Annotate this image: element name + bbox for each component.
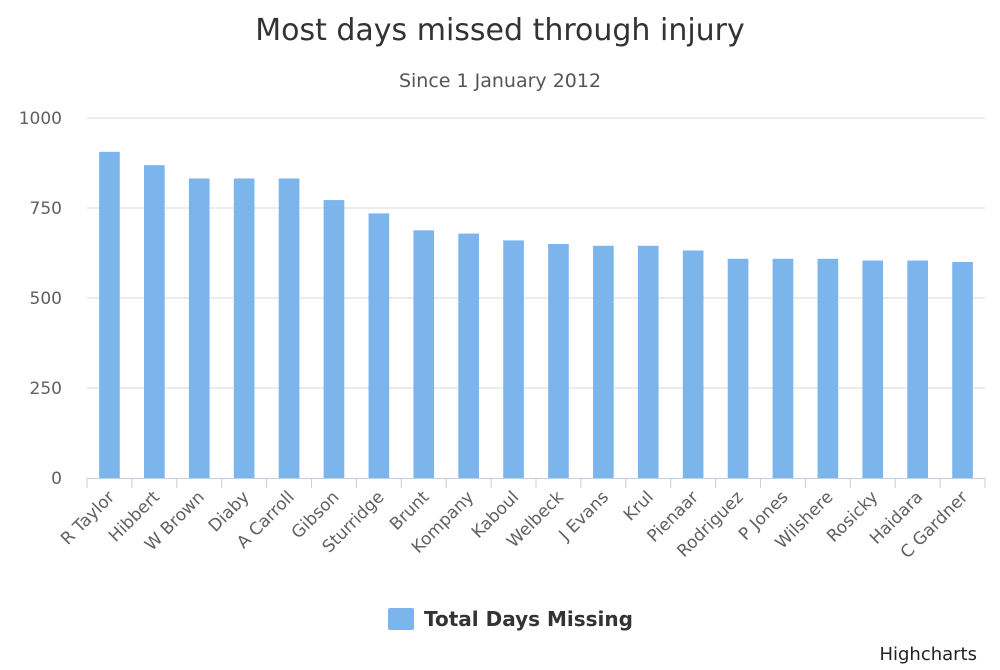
chart-title: Most days missed through injury xyxy=(255,13,745,48)
x-tick-label: J Evans xyxy=(555,487,613,545)
bar[interactable] xyxy=(682,250,704,478)
y-tick-label: 500 xyxy=(30,289,62,309)
bar[interactable] xyxy=(188,178,210,479)
y-tick-label: 250 xyxy=(30,379,62,399)
bar[interactable] xyxy=(772,258,794,478)
bar[interactable] xyxy=(548,244,569,478)
bar[interactable] xyxy=(952,262,973,478)
gridlines xyxy=(87,117,985,389)
bar[interactable] xyxy=(99,151,120,478)
bar[interactable] xyxy=(862,260,884,478)
bar[interactable] xyxy=(144,165,165,478)
bar[interactable] xyxy=(637,245,659,478)
bar[interactable] xyxy=(907,260,928,478)
bar[interactable] xyxy=(413,230,435,478)
bar[interactable] xyxy=(503,240,524,478)
bar[interactable] xyxy=(817,258,839,478)
bar[interactable] xyxy=(368,213,390,478)
bar[interactable] xyxy=(233,178,255,479)
legend[interactable]: Total Days Missing xyxy=(388,607,633,631)
y-tick-label: 1000 xyxy=(19,109,62,129)
y-axis-labels: 0 250 500 750 1000 xyxy=(19,109,62,489)
bar[interactable] xyxy=(458,233,479,478)
bar[interactable] xyxy=(278,178,300,479)
x-axis xyxy=(86,478,986,488)
x-tick-label: Krul xyxy=(620,487,658,525)
bar[interactable] xyxy=(727,258,749,478)
credits-link[interactable]: Highcharts xyxy=(879,644,977,665)
y-tick-label: 0 xyxy=(51,469,62,489)
y-tick-label: 750 xyxy=(30,199,62,219)
bars xyxy=(99,151,973,479)
chart-subtitle: Since 1 January 2012 xyxy=(399,70,601,92)
bar[interactable] xyxy=(593,245,614,478)
legend-label[interactable]: Total Days Missing xyxy=(424,607,633,631)
x-tick-label: R Taylor xyxy=(57,487,119,549)
bar[interactable] xyxy=(323,200,345,478)
legend-swatch[interactable] xyxy=(388,608,414,630)
